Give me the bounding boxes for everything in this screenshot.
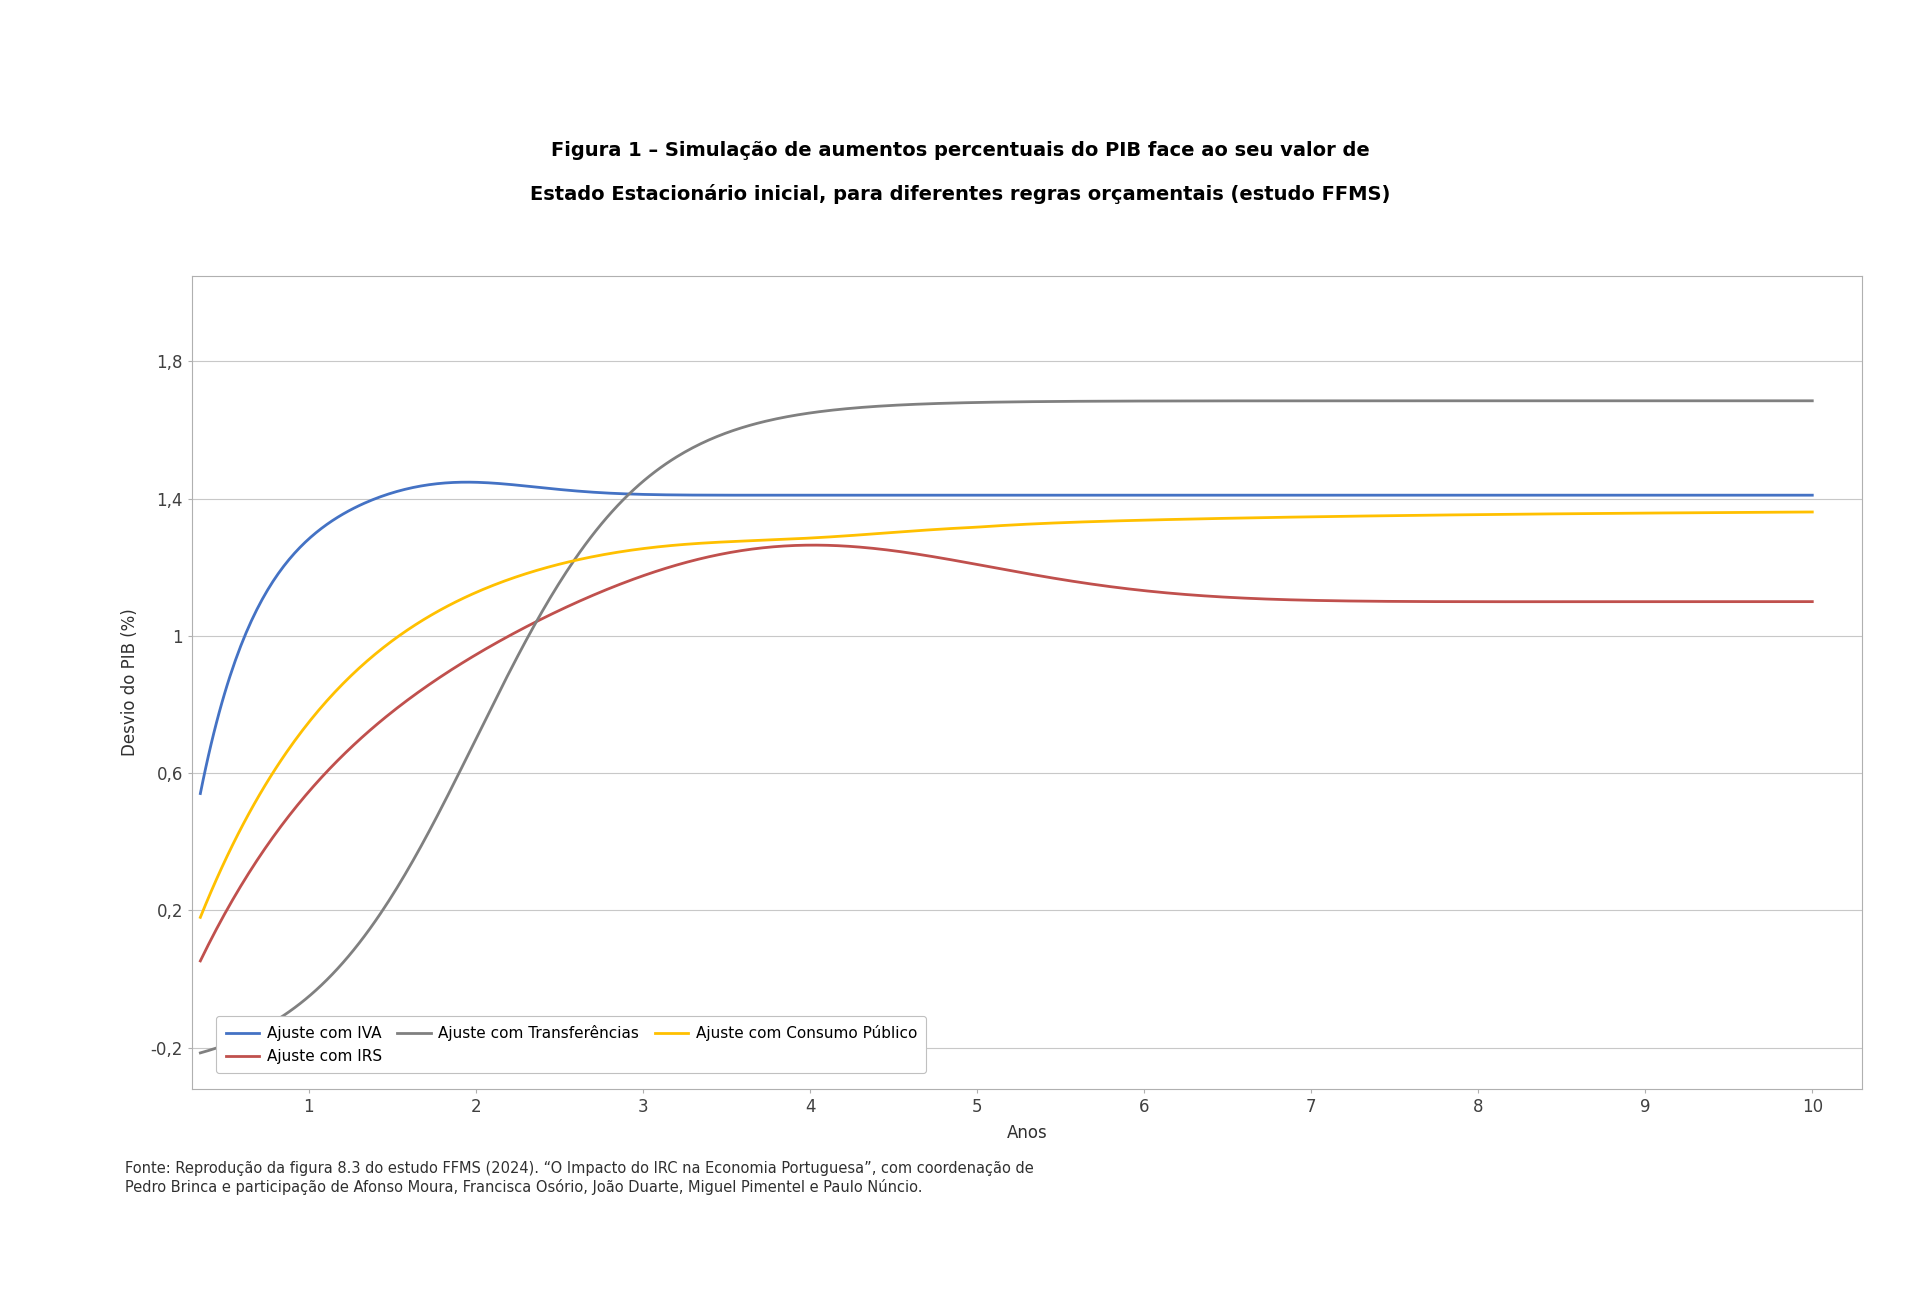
Text: Estado Estacionário inicial, para diferentes regras orçamentais (estudo FFMS): Estado Estacionário inicial, para difere… (530, 184, 1390, 205)
Text: Figura 1 – Simulação de aumentos percentuais do PIB face ao seu valor de: Figura 1 – Simulação de aumentos percent… (551, 142, 1369, 160)
Text: Fonte: Reprodução da figura 8.3 do estudo FFMS (2024). “O Impacto do IRC na Econ: Fonte: Reprodução da figura 8.3 do estud… (125, 1161, 1033, 1195)
Y-axis label: Desvio do PIB (%): Desvio do PIB (%) (121, 609, 140, 756)
Legend: Ajuste com IVA, Ajuste com IRS, Ajuste com Transferências, Ajuste com Consumo Pú: Ajuste com IVA, Ajuste com IRS, Ajuste c… (217, 1017, 925, 1073)
X-axis label: Anos: Anos (1006, 1124, 1048, 1143)
